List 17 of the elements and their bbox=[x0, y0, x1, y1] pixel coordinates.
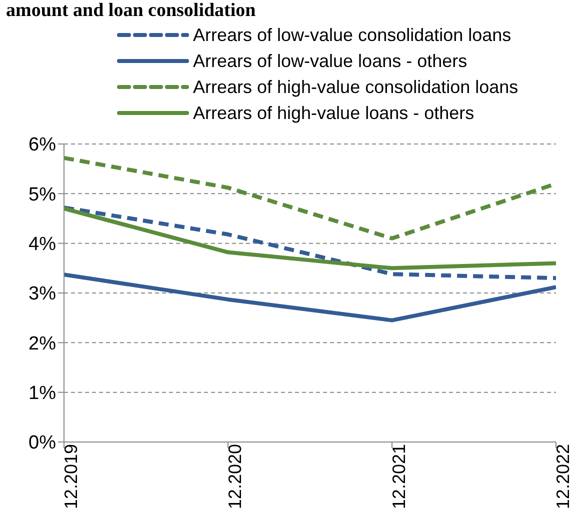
legend-label: Arrears of low-value loans - others bbox=[193, 50, 468, 73]
legend-label: Arrears of high-value loans - others bbox=[193, 102, 474, 125]
y-tick-label: 5% bbox=[28, 184, 56, 206]
x-tick-label: 12.2022 bbox=[552, 444, 573, 510]
x-tick-label: 12.2020 bbox=[224, 444, 245, 510]
y-tick-label: 2% bbox=[28, 333, 56, 354]
legend-label: Arrears of high-value consolidation loans bbox=[193, 76, 518, 99]
y-tick-label: 6% bbox=[28, 134, 56, 156]
y-tick-label: 0% bbox=[28, 432, 56, 454]
chart-title: amount and loan consolidation bbox=[5, 0, 257, 22]
y-tick-label: 1% bbox=[28, 383, 56, 404]
legend-label: Arrears of low-value consolidation loans bbox=[193, 24, 512, 47]
y-tick-label: 3% bbox=[28, 284, 56, 305]
line-series bbox=[64, 272, 556, 322]
x-tick-label: 12.2021 bbox=[388, 444, 409, 510]
x-tick-label: 12.2019 bbox=[60, 444, 81, 510]
y-tick-label: 4% bbox=[28, 234, 56, 256]
